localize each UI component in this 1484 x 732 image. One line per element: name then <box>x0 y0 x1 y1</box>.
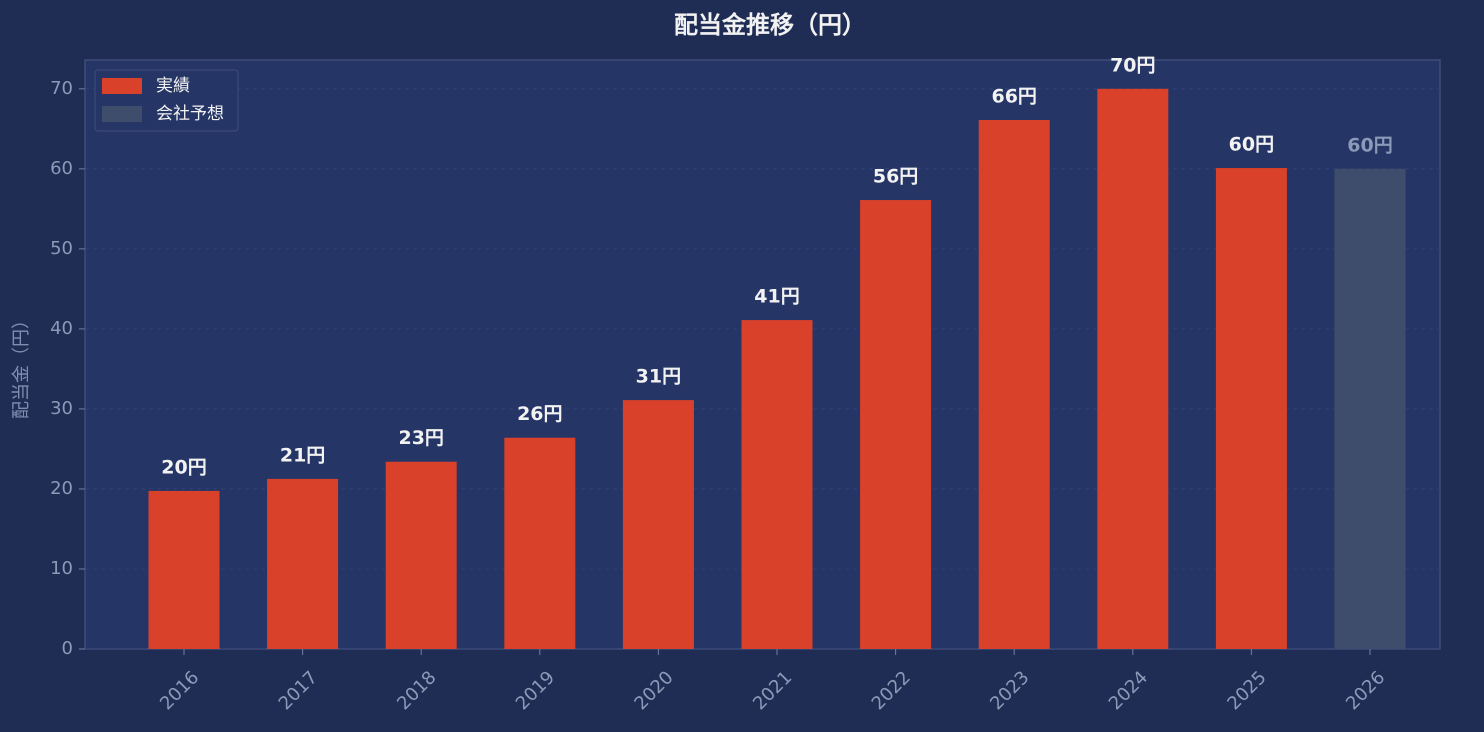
value-label: 31円 <box>636 366 681 388</box>
bar <box>385 461 457 649</box>
bar <box>1097 88 1169 649</box>
chart-title: 配当金推移（円） <box>674 11 866 39</box>
bar <box>741 320 813 649</box>
bar <box>860 200 932 650</box>
y-tick-label: 30 <box>50 398 73 419</box>
value-label: 20円 <box>161 456 206 478</box>
value-label: 56円 <box>873 166 918 188</box>
legend-label: 会社予想 <box>156 104 224 124</box>
y-tick-label: 0 <box>62 638 73 659</box>
bar <box>148 490 220 649</box>
bar <box>1334 168 1406 649</box>
bar <box>622 400 694 649</box>
bar <box>1215 168 1287 649</box>
bar <box>978 120 1050 649</box>
value-label: 21円 <box>280 444 325 466</box>
y-tick-label: 60 <box>50 158 73 179</box>
y-tick-label: 70 <box>50 78 73 99</box>
legend-label: 実績 <box>156 76 190 96</box>
value-label: 60円 <box>1229 134 1274 156</box>
value-label: 70円 <box>1110 54 1155 76</box>
y-tick-label: 50 <box>50 238 73 259</box>
y-axis-label: 配当金（円） <box>11 311 32 419</box>
value-label: 23円 <box>398 427 443 449</box>
y-tick-label: 20 <box>50 478 73 499</box>
legend-swatch <box>102 78 142 94</box>
legend-swatch <box>102 106 142 122</box>
bar <box>267 478 339 649</box>
value-label: 26円 <box>517 403 562 425</box>
value-label: 66円 <box>991 86 1036 108</box>
y-tick-label: 40 <box>50 318 73 339</box>
y-tick-label: 10 <box>50 558 73 579</box>
bar <box>504 437 576 649</box>
value-label: 60円 <box>1347 134 1392 156</box>
value-label: 41円 <box>754 286 799 308</box>
